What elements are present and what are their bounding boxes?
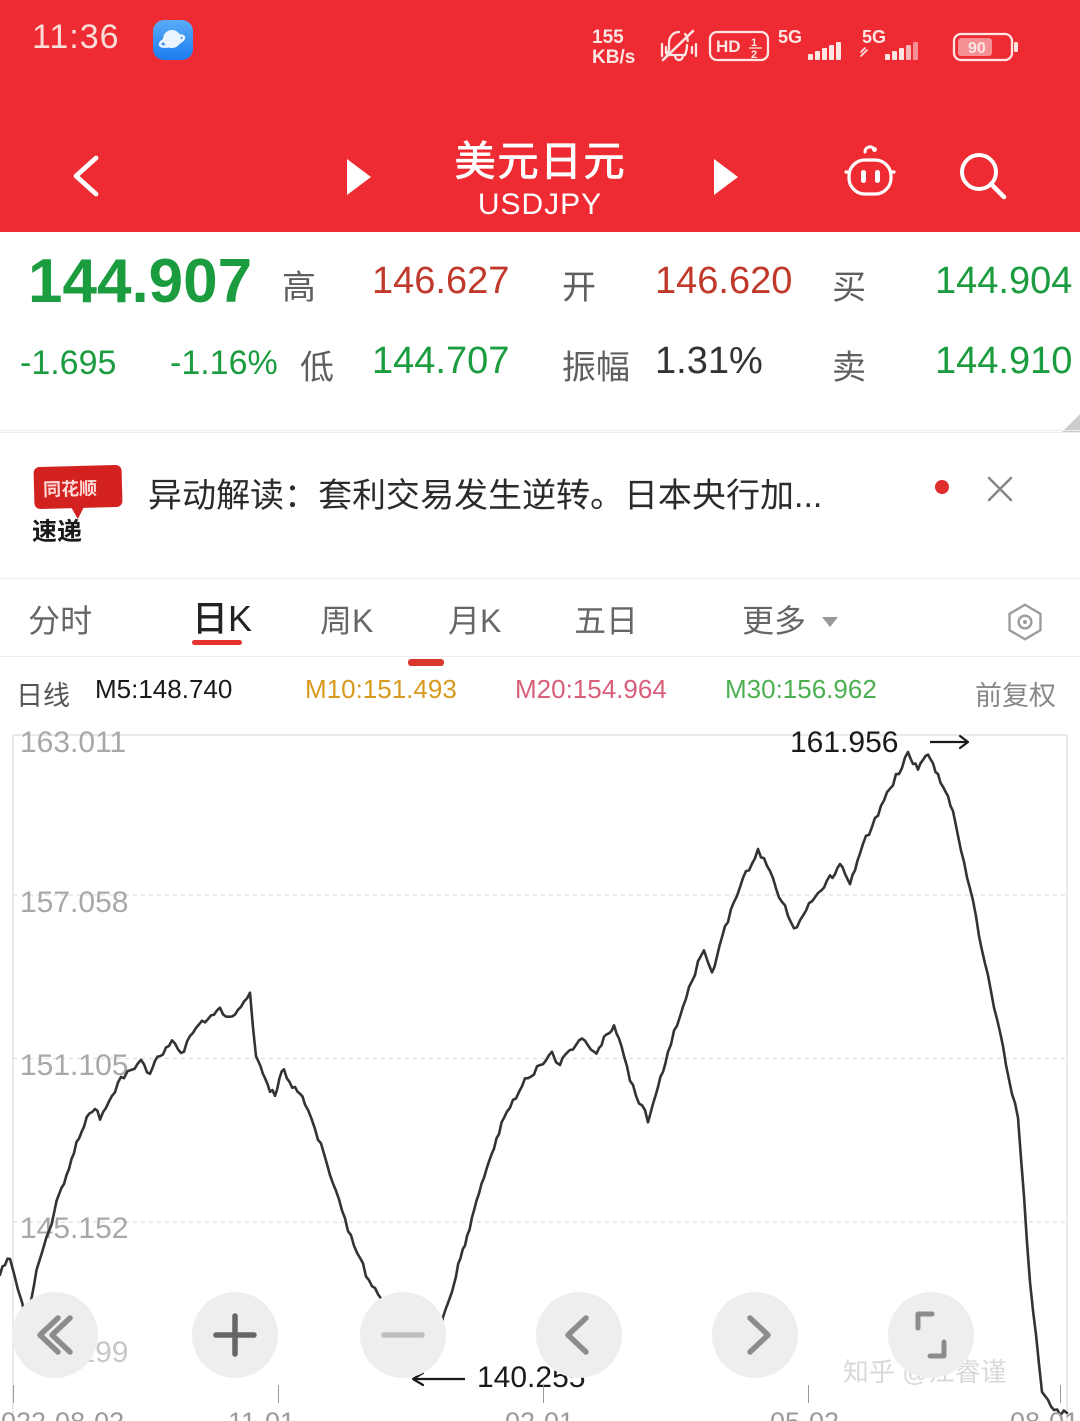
svg-text:KB/s: KB/s (592, 47, 635, 68)
svg-text:163.011: 163.011 (20, 726, 126, 759)
svg-text:157.058: 157.058 (20, 886, 128, 919)
svg-text:1: 1 (751, 37, 757, 49)
svg-text:5G: 5G (778, 27, 802, 47)
svg-text:161.956: 161.956 (790, 726, 898, 759)
svg-text:同花顺: 同花顺 (43, 479, 98, 500)
svg-text:90: 90 (968, 40, 986, 57)
svg-text:2: 2 (751, 49, 757, 61)
svg-text:155: 155 (592, 27, 624, 48)
svg-text:5G: 5G (862, 27, 886, 47)
svg-text:145.152: 145.152 (20, 1212, 128, 1245)
svg-text:HD: HD (716, 37, 741, 56)
svg-text:151.105: 151.105 (20, 1049, 128, 1082)
svg-text:速递: 速递 (32, 518, 82, 544)
